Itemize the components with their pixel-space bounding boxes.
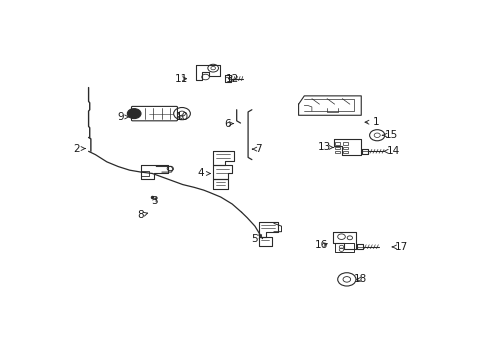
- Text: 8: 8: [138, 210, 147, 220]
- Text: 15: 15: [382, 130, 398, 140]
- Text: 5: 5: [251, 234, 262, 244]
- FancyBboxPatch shape: [131, 107, 177, 121]
- Bar: [335, 151, 341, 153]
- Bar: [335, 143, 341, 145]
- Bar: [335, 147, 341, 149]
- Text: 11: 11: [174, 74, 188, 84]
- Circle shape: [127, 109, 141, 118]
- Text: 9: 9: [117, 112, 129, 122]
- Text: 10: 10: [176, 112, 189, 122]
- Text: 18: 18: [354, 274, 367, 284]
- Text: 13: 13: [318, 143, 334, 152]
- Bar: [343, 151, 348, 153]
- Text: 3: 3: [151, 196, 158, 206]
- Text: 6: 6: [224, 118, 233, 129]
- Text: 1: 1: [365, 117, 380, 127]
- Text: 12: 12: [226, 74, 240, 84]
- Text: 17: 17: [392, 242, 409, 252]
- Text: 7: 7: [252, 144, 262, 154]
- Text: 4: 4: [197, 168, 210, 179]
- Bar: [343, 143, 348, 145]
- Text: 16: 16: [315, 240, 328, 250]
- Text: 14: 14: [384, 146, 400, 156]
- Text: 2: 2: [73, 144, 85, 153]
- Bar: [343, 147, 348, 149]
